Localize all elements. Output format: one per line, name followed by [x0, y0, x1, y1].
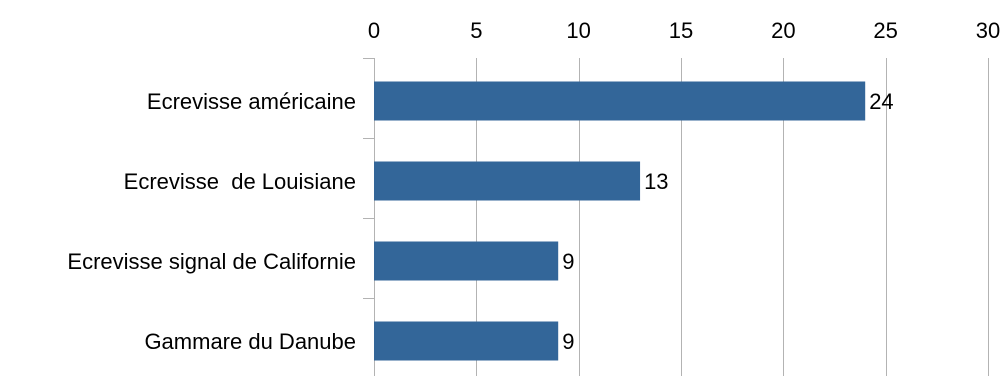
x-axis-ticks: 0 5 10 15 20 25 30	[368, 18, 1000, 43]
data-label-1: 13	[644, 169, 668, 194]
category-label-2: Ecrevisse signal de Californie	[67, 249, 356, 274]
bars	[374, 81, 866, 361]
x-tick-label-5: 25	[873, 18, 897, 43]
x-tick-label-6: 30	[976, 18, 1000, 43]
x-tick-label-3: 15	[669, 18, 693, 43]
category-label-1: Ecrevisse de Louisiane	[124, 169, 356, 194]
bar-3	[374, 321, 559, 361]
x-tick-label-2: 10	[566, 18, 590, 43]
bar-1	[374, 161, 641, 201]
data-label-0: 24	[869, 89, 893, 114]
category-label-3: Gammare du Danube	[144, 329, 356, 354]
bar-2	[374, 241, 559, 281]
x-tick-label-4: 20	[771, 18, 795, 43]
category-label-0: Ecrevisse américaine	[147, 89, 356, 114]
x-tick-label-0: 0	[368, 18, 380, 43]
labels: Ecrevisse américaine 24 Ecrevisse de Louis…	[67, 89, 893, 354]
data-label-2: 9	[562, 249, 574, 274]
bar-0	[374, 81, 866, 121]
data-label-3: 9	[562, 329, 574, 354]
x-tick-label-1: 5	[470, 18, 482, 43]
